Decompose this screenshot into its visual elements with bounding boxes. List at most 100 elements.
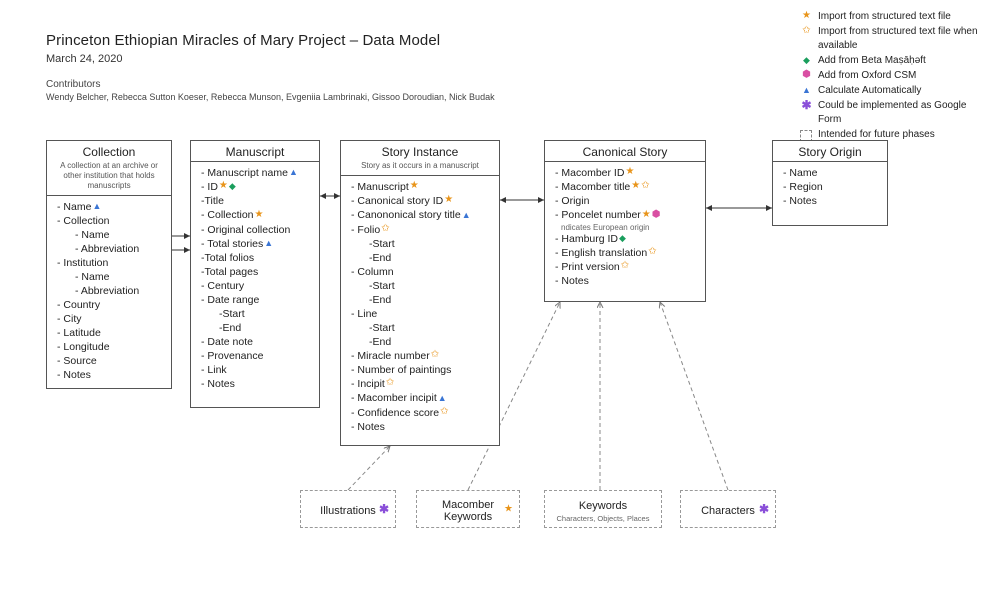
future-node: Characters✱ <box>680 490 776 528</box>
field-row: - Miracle number✩ <box>351 349 491 363</box>
field-row: - English translation✩ <box>555 246 697 260</box>
asterisk-icon: ✱ <box>759 502 769 516</box>
field-row: - Provenance <box>201 349 311 363</box>
legend-text: Calculate Automatically <box>818 84 921 98</box>
field-row: - Incipit✩ <box>351 377 491 391</box>
field-row: - Number of paintings <box>351 363 491 377</box>
star-icon: ★ <box>410 179 419 193</box>
triangle-icon: ▲ <box>438 391 447 405</box>
field-row: - Source <box>57 354 163 368</box>
legend-text: Add from Oxford CSM <box>818 69 916 83</box>
star-icon: ★ <box>802 9 811 23</box>
field-row: - Notes <box>57 368 163 382</box>
diamond-icon: ◆ <box>229 179 236 193</box>
field-row: -Title <box>201 194 311 208</box>
field-row: - Region <box>783 180 879 194</box>
legend-row: ▲Calculate Automatically <box>800 84 978 98</box>
star-icon: ★ <box>642 208 651 222</box>
field-row: -End <box>201 321 311 335</box>
triangle-icon: ▲ <box>289 165 298 179</box>
legend-text: Import from structured text file when av… <box>818 25 978 53</box>
node-title: Story Instance <box>341 141 499 161</box>
star-icon: ★ <box>504 504 513 515</box>
node-fields: - Manuscript name▲- ID★◆-Title- Collecti… <box>191 162 319 397</box>
field-row: - Notes <box>201 377 311 391</box>
field-row: - Notes <box>555 274 697 288</box>
field-row: - Poncelet number★⬢ <box>555 208 697 222</box>
star-outline-icon: ✩ <box>440 405 448 419</box>
arrow-dashed <box>348 446 390 490</box>
field-row: - Notes <box>351 420 491 434</box>
star-outline-icon: ✩ <box>621 259 629 273</box>
node-title: Canonical Story <box>545 141 705 161</box>
field-row: - Name▲ <box>57 200 163 214</box>
legend-row: ◆Add from Beta Maṣāḥǝft <box>800 54 978 68</box>
star-outline-icon: ✩ <box>381 222 389 236</box>
field-row: -End <box>351 335 491 349</box>
legend-row: ✱Could be implemented as Google Form <box>800 99 978 127</box>
page-date: March 24, 2020 <box>46 53 495 65</box>
node-fields: - Name▲- Collection- Name- Abbreviation-… <box>47 196 171 388</box>
field-row: - Macomber incipit▲ <box>351 391 491 405</box>
page-title: Princeton Ethiopian Miracles of Mary Pro… <box>46 32 495 49</box>
header: Princeton Ethiopian Miracles of Mary Pro… <box>46 32 495 102</box>
star-outline-icon: ✩ <box>641 179 649 193</box>
field-row: - Confidence score✩ <box>351 406 491 420</box>
field-row: - Canonical story ID★ <box>351 194 491 208</box>
field-row: - Folio✩ <box>351 223 491 237</box>
field-row: - Date range <box>201 293 311 307</box>
star-outline-icon: ✩ <box>802 24 810 38</box>
legend: ★ Import from structured text file ✩ Import… <box>800 10 978 143</box>
asterisk-icon: ✱ <box>379 502 389 516</box>
future-node-sub: Characters, Objects, Places <box>545 514 661 525</box>
legend-row: ★ Import from structured text file <box>800 10 978 24</box>
field-row: - Longitude <box>57 340 163 354</box>
node-origin: Story Origin- Name- Region- Notes <box>772 140 888 226</box>
node-title: Story Origin <box>773 141 887 161</box>
node-collection: CollectionA collection at an archive or … <box>46 140 172 389</box>
field-row: - Macomber ID★ <box>555 166 697 180</box>
field-row: - Abbreviation <box>57 284 163 298</box>
field-row: -Start <box>351 321 491 335</box>
field-row: - Print version✩ <box>555 260 697 274</box>
node-title: Manuscript <box>191 141 319 161</box>
triangle-icon: ▲ <box>462 208 471 222</box>
node-manuscript: Manuscript- Manuscript name▲- ID★◆-Title… <box>190 140 320 408</box>
field-row: - City <box>57 312 163 326</box>
node-title: Collection <box>47 141 171 161</box>
field-row: - Column <box>351 265 491 279</box>
future-node: Macomber Keywords★ <box>416 490 520 528</box>
triangle-icon: ▲ <box>264 236 273 250</box>
star-icon: ★ <box>444 193 453 207</box>
node-fields: - Name- Region- Notes <box>773 162 887 214</box>
star-icon: ★ <box>631 179 640 193</box>
field-row: - Macomber title★✩ <box>555 180 697 194</box>
field-row: - Link <box>201 363 311 377</box>
star-outline-icon: ✩ <box>648 245 656 259</box>
field-row: -Start <box>201 307 311 321</box>
legend-text: Import from structured text file <box>818 10 951 24</box>
field-row: -Start <box>351 237 491 251</box>
field-row: - Country <box>57 298 163 312</box>
field-row: - Canononical story title▲ <box>351 208 491 222</box>
star-icon: ★ <box>255 208 264 222</box>
diamond-icon: ◆ <box>803 53 810 67</box>
field-row: - Notes <box>783 194 879 208</box>
field-row: -End <box>351 251 491 265</box>
field-row: - Manuscript name▲ <box>201 166 311 180</box>
star-icon: ★ <box>625 165 634 179</box>
field-row: -Total folios <box>201 251 311 265</box>
field-row: - Total stories▲ <box>201 237 311 251</box>
field-row: -End <box>351 293 491 307</box>
field-row: - Name <box>783 166 879 180</box>
diamond-icon: ◆ <box>619 231 626 245</box>
node-story_instance: Story InstanceStory as it occurs in a ma… <box>340 140 500 446</box>
field-row: - Manuscript★ <box>351 180 491 194</box>
star-outline-icon: ✩ <box>386 376 394 390</box>
star-outline-icon: ✩ <box>431 348 439 362</box>
hexagon-icon: ⬢ <box>652 208 661 222</box>
field-row: - Line <box>351 307 491 321</box>
field-row: - Institution <box>57 256 163 270</box>
triangle-icon: ▲ <box>92 199 101 213</box>
field-row: - Origin <box>555 194 697 208</box>
